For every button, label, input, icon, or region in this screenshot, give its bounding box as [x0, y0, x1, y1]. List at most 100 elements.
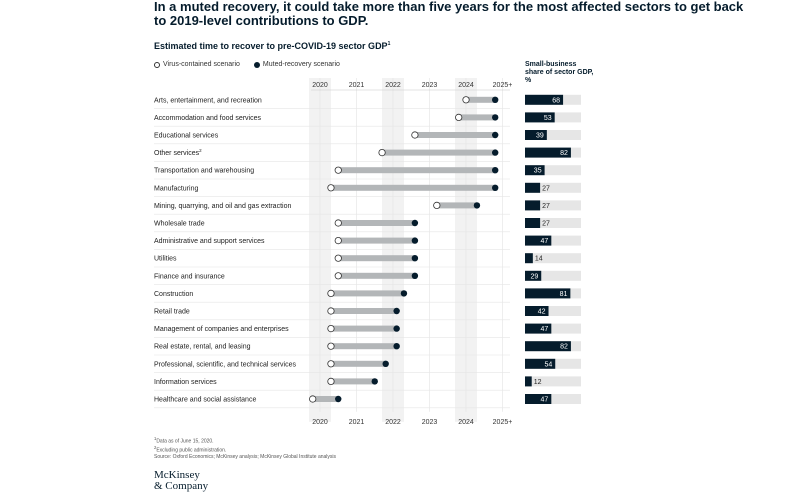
virus-contained-point: [327, 360, 335, 368]
share-bar: [525, 130, 547, 140]
share-track: [525, 235, 581, 246]
recovery-range-bar: [338, 237, 415, 244]
recovery-range-bar: [414, 132, 496, 138]
share-bar: [525, 376, 532, 387]
share-value-label: 14: [535, 256, 543, 263]
virus-contained-point: [433, 201, 441, 209]
logo-line-2: & Company: [154, 480, 209, 492]
source-note: Source: Oxford Economics; McKinsey analy…: [154, 454, 337, 461]
muted-recovery-point: [492, 184, 499, 191]
muted-recovery-point: [411, 255, 419, 262]
mckinsey-logo: McKinsey & Company: [154, 470, 208, 492]
virus-contained-point: [327, 307, 335, 315]
muted-recovery-point: [382, 360, 389, 367]
share-bar: [525, 306, 549, 316]
virus-contained-point: [309, 395, 317, 403]
muted-recovery-point: [393, 343, 400, 350]
share-bar: [525, 147, 571, 158]
muted-recovery-point: [335, 395, 342, 403]
sector-label: Wholesale trade: [154, 221, 205, 228]
share-value-label: 53: [544, 115, 552, 122]
share-value-label: 12: [534, 379, 542, 386]
recovery-range-bar: [330, 360, 386, 367]
virus-contained-point: [334, 272, 342, 280]
share-value-label: 27: [542, 221, 550, 228]
x-tick-label-top: 2022: [385, 82, 401, 89]
virus-contained-point: [327, 342, 335, 350]
recovery-range-bar: [330, 343, 397, 350]
sector-label: Retail trade: [154, 309, 190, 316]
share-value-label: 27: [542, 185, 550, 192]
share-bar: [525, 288, 571, 299]
sector-label: Healthcare and social assistance: [154, 397, 256, 404]
share-value-label: 42: [538, 309, 546, 316]
share-value-label: 29: [530, 273, 538, 280]
x-tick-label-top: 2021: [349, 82, 365, 89]
share-value-label: 54: [544, 361, 552, 368]
share-bar: [525, 235, 552, 246]
recovery-range-bar: [466, 96, 496, 103]
share-value-label: 47: [541, 238, 549, 245]
subtitle-footnote-marker: 1: [387, 41, 391, 47]
share-track: [525, 130, 581, 140]
share-track: [525, 218, 581, 228]
x-tick-label-bottom: 2020: [312, 419, 328, 426]
share-bar: [525, 253, 533, 264]
share-track: [525, 253, 581, 264]
share-track: [525, 394, 581, 404]
muted-recovery-point: [411, 272, 419, 279]
muted-recovery-point: [400, 290, 408, 297]
muted-recovery-point: [371, 378, 378, 385]
sector-label: Transportation and warehousing: [154, 168, 254, 175]
legend-virus-contained-label: Virus-contained scenario: [163, 61, 240, 68]
share-value-label: 81: [560, 291, 568, 298]
share-bar: [525, 94, 564, 105]
share-bar: [525, 182, 541, 193]
footnotes: 1Data as of June 15, 2020. 2Excluding pu…: [154, 436, 336, 461]
recovery-range-bar: [382, 149, 496, 156]
muted-recovery-point: [492, 167, 499, 174]
muted-recovery-point: [492, 149, 499, 156]
muted-recovery-point: [411, 219, 419, 227]
filled-circle-icon: [253, 61, 260, 68]
share-bar: [525, 358, 556, 369]
muted-recovery-point: [411, 237, 419, 244]
sector-label: Other services2: [154, 148, 202, 157]
legend: Virus-contained scenario Muted-recovery …: [154, 61, 340, 68]
share-bar: [525, 394, 552, 404]
recovery-range-bar: [436, 202, 477, 209]
share-track: [525, 165, 581, 176]
sector-label: Management of companies and enterprises: [154, 326, 289, 333]
muted-recovery-point: [492, 96, 499, 104]
share-value-label: 27: [542, 203, 550, 210]
x-tick-label-bottom: 2023: [422, 419, 438, 426]
sector-label: Administrative and support services: [154, 238, 265, 245]
muted-recovery-point: [393, 307, 400, 315]
recovery-range-bar: [330, 378, 375, 385]
share-track: [525, 306, 581, 316]
share-bar: [525, 341, 571, 352]
footnote-1: 1Data as of June 15, 2020.: [154, 436, 214, 445]
recovery-range-bar: [312, 396, 339, 402]
recovery-range-bar: [338, 220, 415, 226]
legend-muted-recovery: Muted-recovery scenario: [253, 61, 340, 68]
open-circle-icon: [154, 61, 160, 68]
x-tick-label-top: 2024: [458, 82, 474, 89]
share-value-label: 35: [534, 168, 542, 175]
virus-contained-point: [334, 166, 342, 174]
virus-contained-point: [334, 254, 342, 262]
share-track: [525, 270, 581, 281]
share-bar: [525, 200, 541, 211]
x-tick-label-bottom: 2025+: [493, 419, 513, 426]
chart-title: In a muted recovery, it could take more …: [154, 0, 744, 28]
virus-contained-point: [462, 96, 470, 104]
sector-label: Finance and insurance: [154, 273, 225, 280]
logo-line-1: McKinsey: [154, 469, 200, 481]
recovery-range-bar: [330, 184, 496, 191]
recovery-range-bar: [338, 255, 415, 262]
share-value-label: 82: [560, 150, 568, 157]
share-bar: [525, 218, 541, 228]
virus-contained-point: [411, 131, 419, 139]
share-bar: [525, 323, 552, 334]
